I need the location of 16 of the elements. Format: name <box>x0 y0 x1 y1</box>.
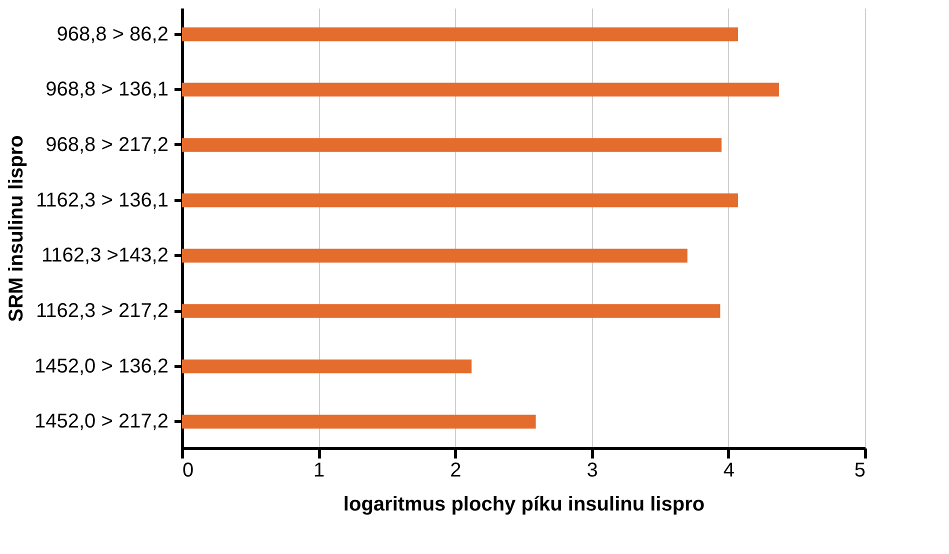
x-tick-label: 3 <box>586 460 598 482</box>
y-tick-label: 968,8 > 217,2 <box>46 134 168 156</box>
x-tick-label: 5 <box>854 460 866 482</box>
y-tick-label: 1162,3 > 136,1 <box>36 189 168 212</box>
y-tick-label: 1452,0 > 136,2 <box>34 355 168 378</box>
x-tick-label: 0 <box>182 460 194 482</box>
x-axis-title: logaritmus plochy píku insulinu lispro <box>343 494 705 516</box>
y-axis-title: SRM insulinu lispro <box>5 135 28 322</box>
x-tick-label: 1 <box>314 460 325 482</box>
y-tick-label: 1162,3 > 217,2 <box>36 300 168 322</box>
y-tick-label: 968,8 > 86,2 <box>56 23 168 46</box>
x-tick-label: 4 <box>723 460 734 482</box>
y-tick-label: 1162,3 >143,2 <box>42 244 168 267</box>
y-tick-label: 968,8 > 136,1 <box>46 78 168 101</box>
x-tick-label: 2 <box>450 460 462 482</box>
y-tick-label: 1452,0 > 217,2 <box>34 410 168 433</box>
